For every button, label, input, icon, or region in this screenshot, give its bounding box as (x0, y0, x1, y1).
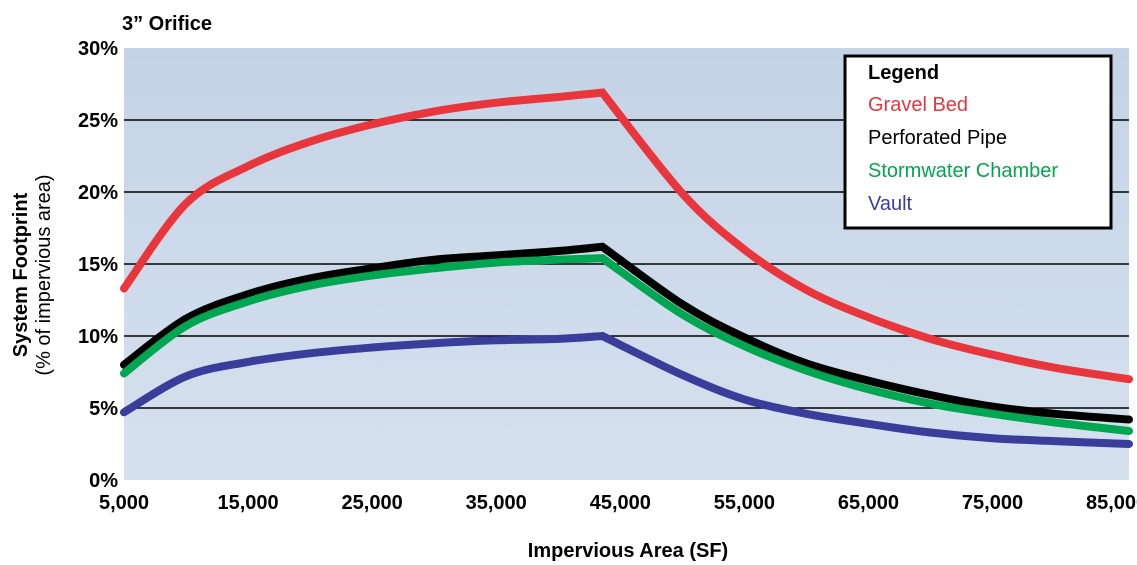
series-line-gravel-bed (120, 88, 1133, 384)
y-axis-subtitle: (% of impervious area) (33, 174, 55, 375)
x-tick-label: 55,000 (714, 492, 775, 514)
x-tick-label: 45,000 (590, 492, 651, 514)
legend: Legend Gravel Bed Perforated Pipe Stormwat… (843, 54, 1113, 230)
x-tick-label: 35,000 (466, 492, 527, 514)
x-tick-label: 25,000 (342, 492, 403, 514)
y-tick-label: 30% (78, 38, 118, 60)
y-tick-label: 0% (89, 470, 118, 492)
y-tick-label: 25% (78, 110, 118, 132)
legend-title: Legend (868, 62, 939, 84)
chart-title: 3” Orifice (122, 13, 212, 35)
x-tick-label: 15,000 (217, 492, 278, 514)
x-tick-label: 65,000 (838, 492, 899, 514)
y-tick-label: 10% (78, 326, 118, 348)
legend-items: Gravel Bed Perforated Pipe Stormwater Cham… (868, 94, 1058, 215)
legend-item-vault: Vault (868, 193, 913, 215)
x-tick-label: 75,000 (962, 492, 1023, 514)
series-line-perforated-pipe (120, 242, 1133, 424)
x-tick-label: 5,000 (99, 492, 149, 514)
legend-item-stormwater-chamber: Stormwater Chamber (868, 160, 1058, 182)
legend-item-perforated-pipe: Perforated Pipe (868, 127, 1007, 149)
x-axis-ticks: 5,000 15,000 25,000 35,000 45,000 55,000 65,00… (99, 492, 1137, 514)
y-axis-ticks: 0% 5% 10% 15% 20% 25% 30% (78, 38, 118, 492)
x-tick-label: 85,000 (1086, 492, 1137, 514)
y-axis-title: System Footprint (10, 192, 32, 357)
series-lines (120, 88, 1133, 448)
legend-item-gravel-bed: Gravel Bed (868, 94, 968, 116)
legend-box (843, 54, 1113, 230)
series-line-stormwater-chamber (120, 254, 1133, 435)
series-line-vault (120, 331, 1133, 448)
y-tick-label: 15% (78, 254, 118, 276)
y-tick-label: 20% (78, 182, 118, 204)
x-axis-title: Impervious Area (SF) (528, 540, 728, 562)
y-tick-label: 5% (89, 398, 118, 420)
